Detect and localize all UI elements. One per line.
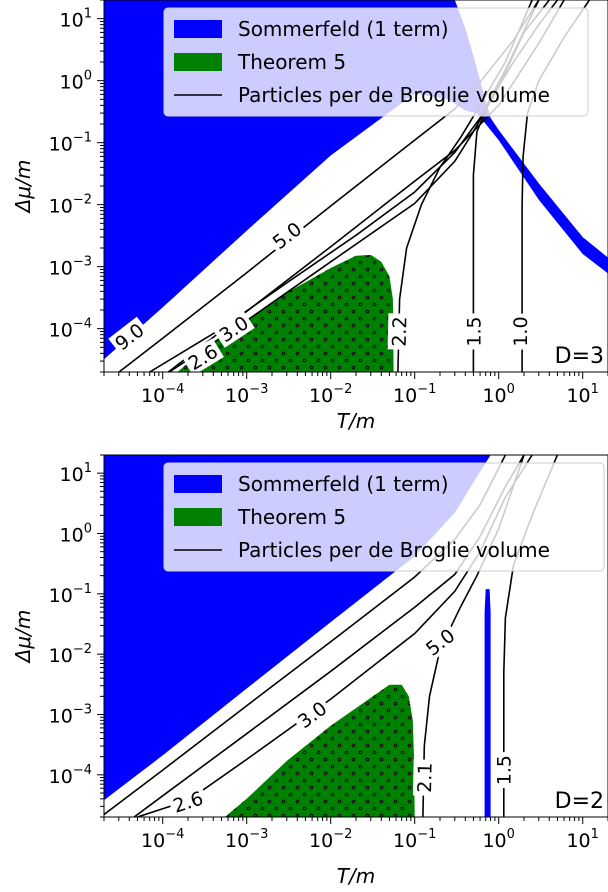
panel-label-d2: D=2 (555, 789, 604, 814)
x-tick-label: 10−1 (393, 827, 436, 852)
x-axis-label-d3: T/m (337, 409, 375, 433)
contour-label-bg (462, 313, 485, 350)
legend-label-particles-d2: Particles per de Broglie volume (238, 538, 550, 562)
sommerfeld-strip-d2 (484, 589, 491, 817)
x-tick-label: 10−1 (393, 382, 436, 407)
x-tick-label: 10−2 (309, 382, 352, 407)
legend-label-theorem5-d2: Theorem 5 (237, 505, 346, 529)
y-tick-label: 101 (60, 7, 92, 32)
legend-swatch-sommerfeld-d3 (174, 20, 222, 38)
legend-frame-d3 (163, 7, 589, 117)
x-tick-label: 100 (482, 382, 514, 407)
contour-label-bg (265, 215, 308, 256)
legend-swatch-theorem5-d2 (174, 508, 222, 526)
legend-label-particles-d3: Particles per de Broglie volume (238, 83, 550, 107)
legend-frame-d2 (163, 462, 605, 572)
x-tick-label: 100 (482, 827, 514, 852)
theorem5-hatch-d2 (224, 684, 415, 817)
contour-label-1-5: 1.5 (463, 316, 485, 346)
contour-label-bg (509, 313, 532, 350)
contour-label-bg (291, 694, 334, 735)
y-ticks-d2: 10−4 10−3 10−2 10−1 100 101 (49, 454, 104, 818)
x-tick-label: 101 (566, 827, 598, 852)
contour-label-1-5: 1.5 (494, 755, 516, 785)
x-tick-label: 10−3 (225, 382, 268, 407)
y-axis-label-d3: Δμ/m (11, 160, 35, 215)
legend-swatch-sommerfeld-d2 (174, 475, 222, 493)
x-tick-label: 10−4 (141, 382, 184, 407)
x-tick-label: 10−3 (225, 827, 268, 852)
contour-labels-d3: 9.05.03.02.62.2 1.5 1.0 (108, 215, 532, 372)
legend-d3: Sommerfeld (1 term) Theorem 5 Particles … (163, 7, 589, 117)
legend-label-sommerfeld-d3: Sommerfeld (1 term) (238, 17, 449, 41)
x-tick-label: 101 (566, 382, 598, 407)
y-tick-label: 10−1 (49, 131, 92, 156)
contour-label-bg (167, 785, 209, 817)
contour-label-bg (492, 752, 515, 789)
contour-label-1-0: 1.0 (510, 316, 532, 346)
x-ticks-d3: 10−4 10−3 10−2 10−1 100 101 (103, 372, 608, 407)
y-tick-label: 10−4 (49, 317, 92, 342)
contour-label-bg (181, 338, 224, 372)
y-tick-label: 10−4 (49, 763, 92, 788)
y-tick-label: 10−1 (49, 582, 92, 607)
contour-label-bg (108, 316, 151, 357)
y-tick-label: 10−2 (49, 642, 92, 667)
theorem5-group-d2 (224, 684, 415, 817)
x-tick-label: 10−2 (309, 827, 352, 852)
contour-label-bg (412, 759, 436, 796)
y-tick-label: 10−2 (49, 193, 92, 218)
y-tick-label: 10−3 (49, 702, 92, 727)
y-tick-label: 10−3 (49, 255, 92, 280)
x-ticks-d2: 10−4 10−3 10−2 10−1 100 101 (103, 817, 608, 852)
y-tick-label: 100 (60, 521, 92, 546)
y-ticks-d3: 10−4 10−3 10−2 10−1 100 101 (49, 0, 104, 373)
legend-label-theorem5-d3: Theorem 5 (237, 50, 346, 74)
contour-label-2-1: 2.1 (414, 762, 437, 793)
y-tick-label: 101 (60, 461, 92, 486)
panel-label-d3: D=3 (555, 344, 604, 369)
panel-d3: 9.05.03.02.62.2 1.5 1.0 10−4 10−3 10−2 10−1 10… (11, 0, 608, 433)
panel-d2: 5.03.02.62.1 1.5 10−4 10−3 10−2 10−1 100 101 1… (11, 454, 608, 888)
contour-label-bg (212, 309, 255, 348)
contour-label-bg (387, 313, 411, 350)
legend-label-sommerfeld-d2: Sommerfeld (1 term) (238, 472, 449, 496)
legend-swatch-theorem5-d3 (174, 53, 222, 71)
contour-label-2-2: 2.2 (389, 316, 412, 347)
x-tick-label: 10−4 (141, 827, 184, 852)
legend-d2: Sommerfeld (1 term) Theorem 5 Particles … (163, 462, 605, 572)
contour-label-bg (419, 622, 461, 662)
x-axis-label-d2: T/m (337, 864, 375, 888)
y-tick-label: 100 (60, 69, 92, 94)
y-axis-label-d2: Δμ/m (11, 610, 35, 665)
